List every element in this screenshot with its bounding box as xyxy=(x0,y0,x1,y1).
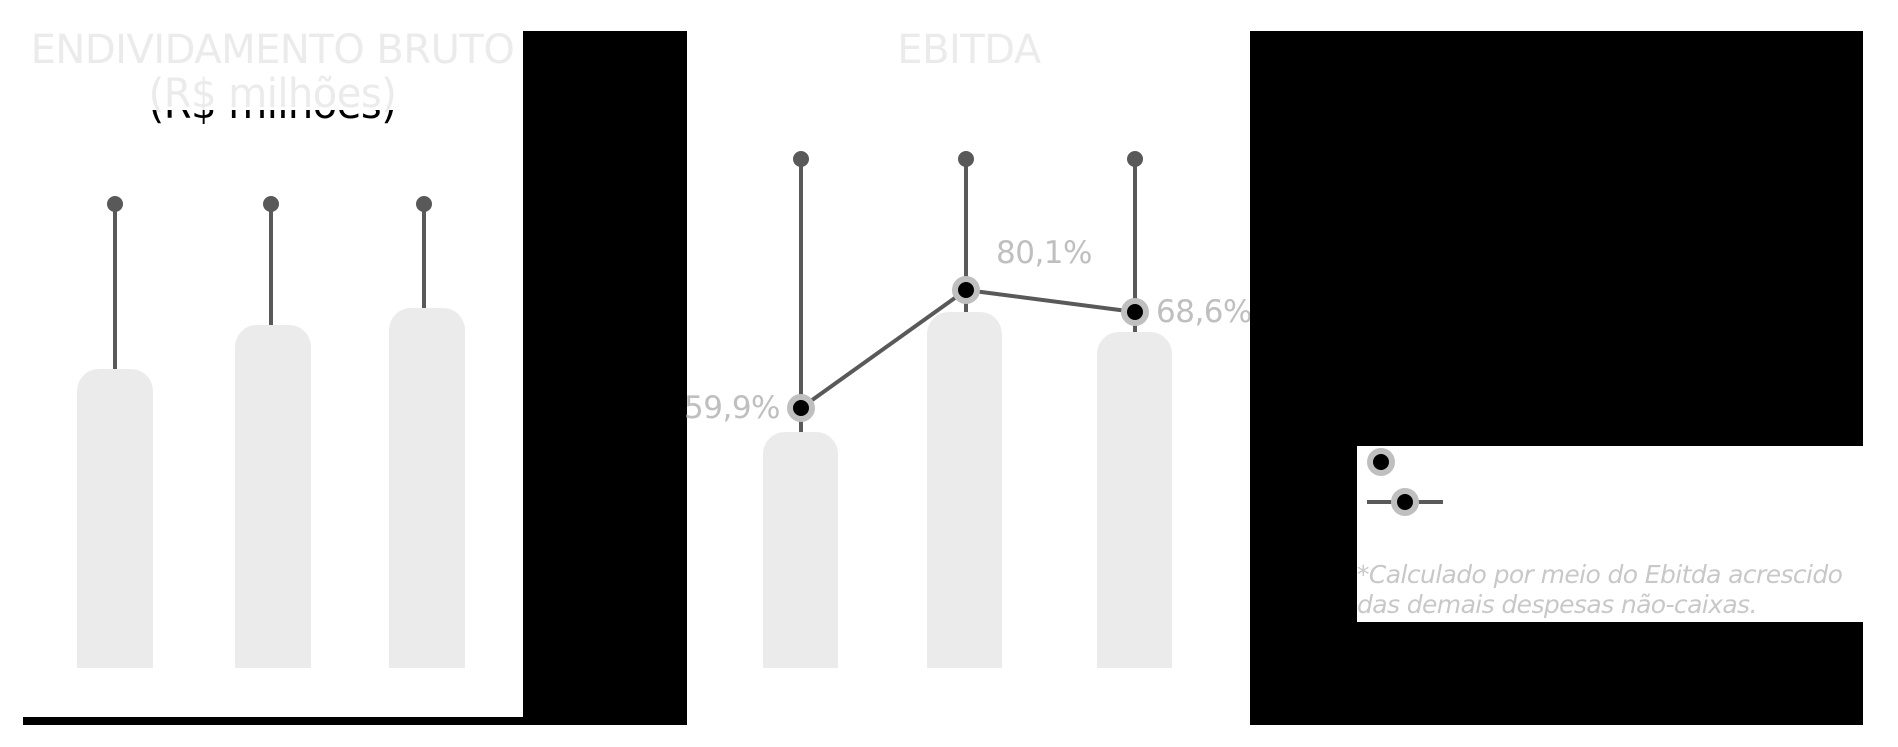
chart1-stem-3 xyxy=(422,204,426,308)
chart2-marker-icon-1 xyxy=(787,394,815,422)
chart2-label-2: 80,1% xyxy=(996,235,1092,271)
legend-panel: *Calculado por meio do Ebitda acrescido … xyxy=(1357,446,1863,622)
chart1-dot-icon-1 xyxy=(107,196,123,212)
chart1-dot-icon-3 xyxy=(416,196,432,212)
chart2-marker-icon-3 xyxy=(1121,298,1149,326)
chart2-bar-2 xyxy=(927,312,1002,668)
chart2-dot-icon-3 xyxy=(1127,151,1143,167)
chart2-dot-icon-1 xyxy=(793,151,809,167)
legend-line-marker-icon xyxy=(1391,488,1419,516)
chart1-title-line2: (R$ milhões) xyxy=(148,71,397,117)
footnote-line-1: *Calculado por meio do Ebitda acrescido xyxy=(1357,560,1843,589)
chart2-title: EBITDA xyxy=(897,27,1041,73)
chart2-stem-3 xyxy=(1133,159,1137,332)
chart1-stem-2 xyxy=(269,204,273,325)
chart1-dot-icon-2 xyxy=(263,196,279,212)
chart1-title-line1: ENDIVIDAMENTO BRUTO xyxy=(30,27,515,73)
redaction-baseline xyxy=(23,717,687,725)
chart2-stem-1 xyxy=(799,159,803,432)
chart1-bar-1 xyxy=(77,369,153,668)
chart2-bar-1 xyxy=(763,432,838,668)
chart1-title-clipped-duplicate: (R$ milhões) xyxy=(22,110,523,128)
chart2-dot-icon-2 xyxy=(958,151,974,167)
chart2-bar-3 xyxy=(1097,332,1172,668)
chart1-bar-3 xyxy=(389,308,465,668)
legend-marker-icon xyxy=(1367,448,1395,476)
chart1-stem-1 xyxy=(113,204,117,369)
chart2-marker-icon-2 xyxy=(952,276,980,304)
chart2-label-3: 68,6% xyxy=(1156,294,1252,330)
footnote-line-2: das demais despesas não-caixas. xyxy=(1357,590,1757,619)
chart2-label-1: 59,9% xyxy=(684,390,780,426)
redaction-block-1 xyxy=(523,31,687,725)
chart1-bar-2 xyxy=(235,325,311,668)
chart2-stem-2 xyxy=(964,159,968,312)
